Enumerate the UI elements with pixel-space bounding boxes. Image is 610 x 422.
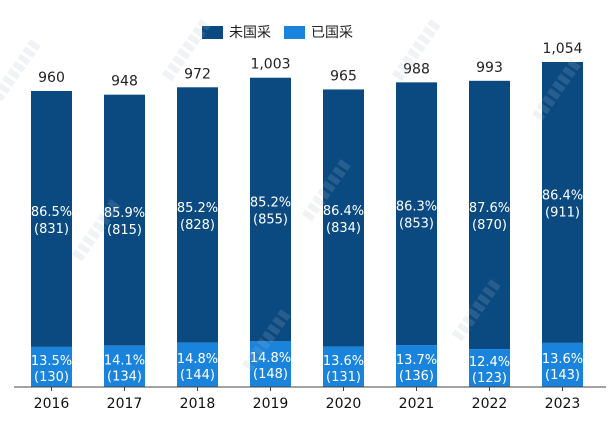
legend: 未国采 已国采 (0, 20, 610, 44)
label-procured-count-2021: (136) (399, 369, 434, 384)
x-tick-2023: 2023 (545, 396, 581, 412)
label-procured-count-2022: (123) (472, 371, 507, 386)
bar-procured-2023 (542, 342, 583, 387)
legend-swatch-procured (284, 25, 305, 39)
label-total-2020: 965 (330, 68, 357, 84)
label-procured-pct-2022: 12.4% (469, 355, 510, 370)
bar-procured-2022 (469, 349, 510, 387)
label-procured-pct-2023: 13.6% (542, 352, 583, 367)
x-tick-2019: 2019 (253, 396, 289, 412)
bar-procured-2017 (104, 345, 145, 387)
label-procured-pct-2019: 14.8% (250, 351, 291, 366)
label-total-2019: 1,003 (250, 57, 290, 73)
legend-label-not-procured: 未国采 (229, 25, 271, 41)
label-total-2023: 1,054 (542, 41, 582, 57)
label-not-procured-pct-2022: 87.6% (469, 201, 510, 216)
label-total-2022: 993 (476, 60, 503, 76)
label-procured-count-2019: (148) (253, 367, 288, 382)
legend-swatch-not-procured (202, 25, 223, 39)
bar-not-procured-2023 (542, 62, 583, 343)
bar-procured-2020 (323, 346, 364, 387)
label-not-procured-pct-2017: 85.9% (104, 206, 145, 221)
legend-label-procured: 已国采 (311, 25, 353, 41)
label-procured-pct-2017: 14.1% (104, 353, 145, 368)
label-not-procured-count-2019: (855) (253, 213, 288, 228)
legend-item-not-procured: 未国采 (202, 20, 271, 44)
label-not-procured-count-2022: (870) (472, 218, 507, 233)
bar-procured-2016 (31, 346, 72, 387)
label-procured-pct-2018: 14.8% (177, 352, 218, 367)
label-not-procured-count-2021: (853) (399, 217, 434, 232)
label-not-procured-count-2023: (911) (545, 205, 580, 220)
x-tick-2016: 2016 (34, 396, 70, 412)
label-procured-count-2023: (143) (545, 368, 580, 383)
label-not-procured-pct-2021: 86.3% (396, 200, 437, 215)
bar-not-procured-2021 (396, 82, 437, 346)
label-not-procured-count-2017: (815) (107, 223, 142, 238)
label-procured-count-2016: (130) (34, 370, 69, 385)
bar-procured-2018 (177, 342, 218, 387)
bar-not-procured-2020 (323, 89, 364, 347)
label-procured-pct-2021: 13.7% (396, 353, 437, 368)
bar-procured-2019 (250, 341, 291, 387)
bar-not-procured-2018 (177, 87, 218, 343)
label-procured-pct-2020: 13.6% (323, 354, 364, 369)
x-tick-2021: 2021 (399, 396, 435, 412)
label-not-procured-pct-2020: 86.4% (323, 204, 364, 219)
bar-not-procured-2016 (31, 90, 72, 347)
legend-item-procured: 已国采 (284, 20, 353, 44)
bar-not-procured-2019 (250, 77, 291, 342)
label-not-procured-count-2018: (828) (180, 218, 215, 233)
label-not-procured-count-2020: (834) (326, 221, 361, 236)
label-procured-pct-2016: 13.5% (31, 354, 72, 369)
label-procured-count-2017: (134) (107, 369, 142, 384)
x-tick-2020: 2020 (326, 396, 362, 412)
label-procured-count-2018: (144) (180, 368, 215, 383)
label-total-2017: 948 (111, 74, 138, 90)
x-tick-2017: 2017 (107, 396, 143, 412)
x-tick-2018: 2018 (180, 396, 216, 412)
label-procured-count-2020: (131) (326, 370, 361, 385)
label-total-2016: 960 (38, 70, 65, 86)
label-not-procured-pct-2018: 85.2% (177, 201, 218, 216)
x-tick-2022: 2022 (472, 396, 508, 412)
label-not-procured-count-2016: (831) (34, 222, 69, 237)
label-not-procured-pct-2016: 86.5% (31, 205, 72, 220)
bar-not-procured-2017 (104, 94, 145, 346)
label-not-procured-pct-2023: 86.4% (542, 188, 583, 203)
bar-not-procured-2022 (469, 80, 510, 350)
label-total-2018: 972 (184, 66, 211, 82)
bar-procured-2021 (396, 345, 437, 387)
label-not-procured-pct-2019: 85.2% (250, 196, 291, 211)
label-total-2021: 988 (403, 61, 430, 77)
